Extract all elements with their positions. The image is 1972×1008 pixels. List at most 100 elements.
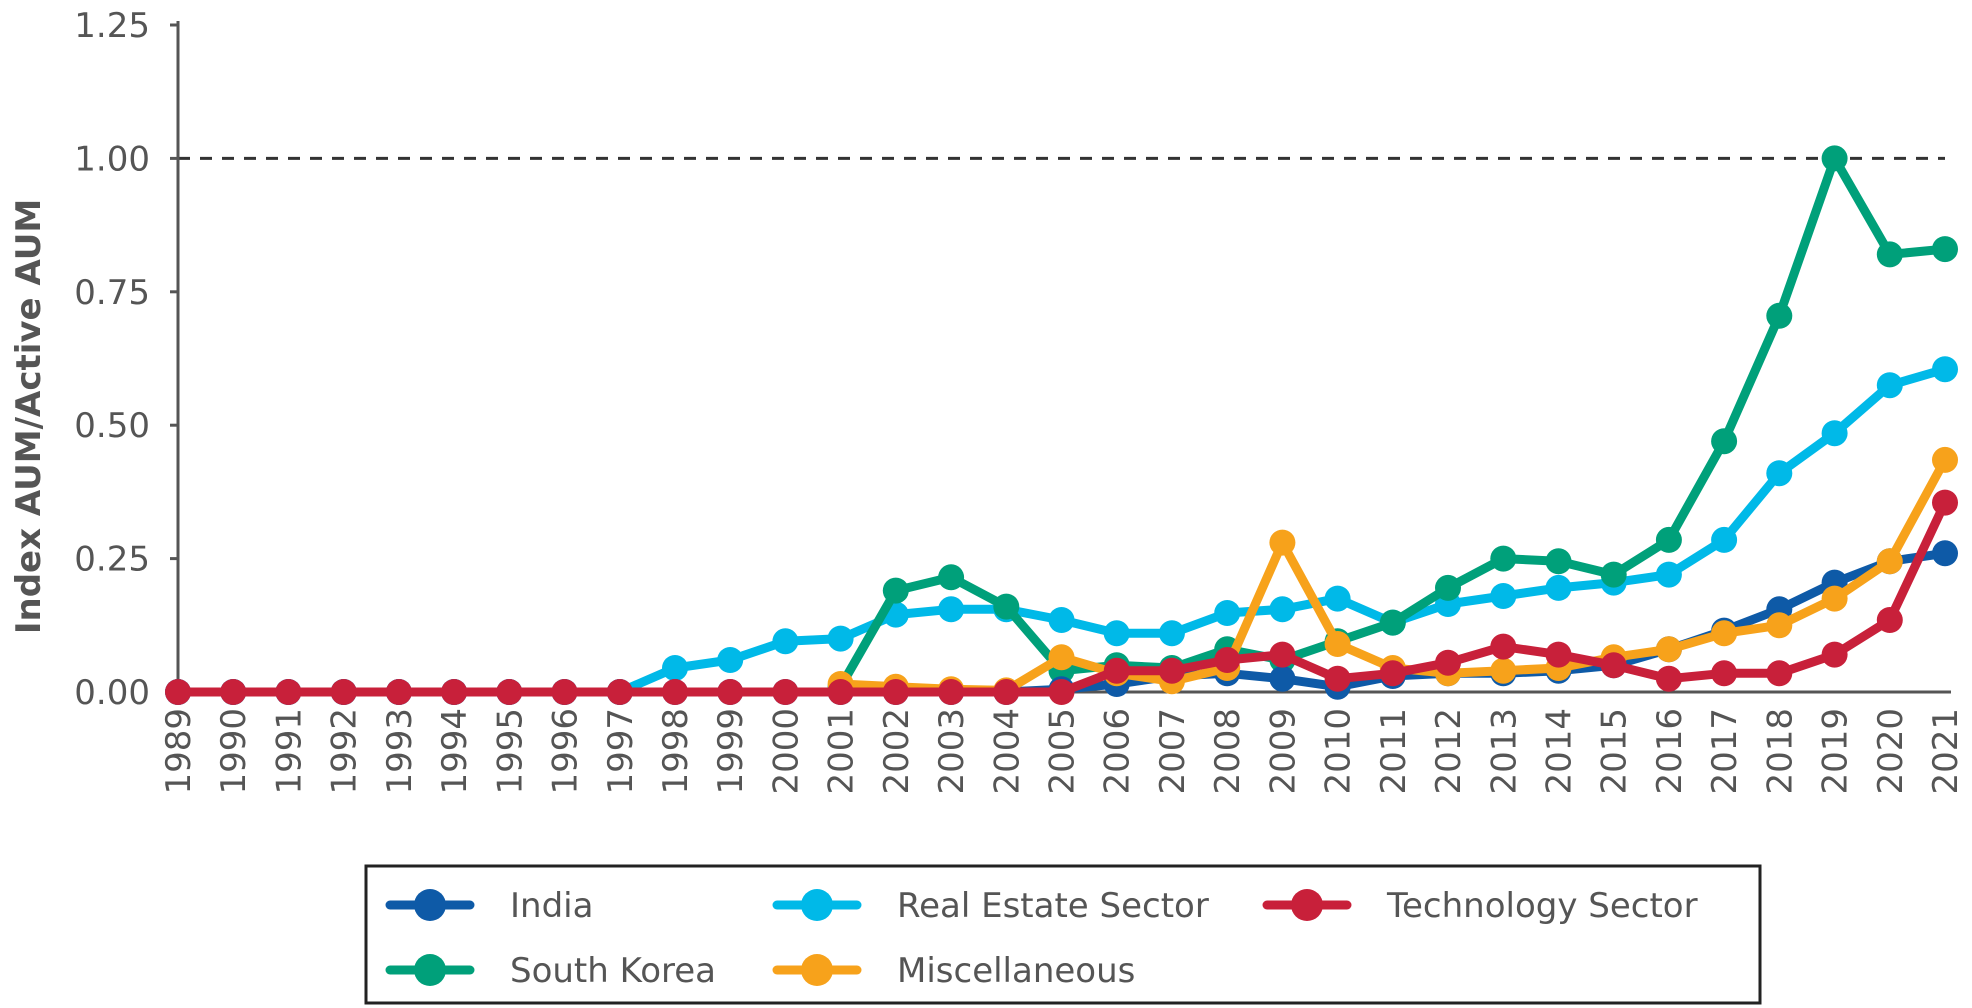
x-tick-label: 1992 [325,708,365,795]
x-tick-label: 2000 [766,708,806,795]
data-point-technology-sector [330,679,357,705]
x-tick-label: 2003 [932,708,972,795]
data-point-technology-sector [1600,652,1627,679]
data-point-real-estate-sector [1545,574,1572,601]
data-point-real-estate-sector [1214,600,1241,626]
data-point-technology-sector [717,679,744,705]
data-point-south-korea [1876,241,1903,268]
x-tick-label: 2006 [1098,708,1138,795]
data-point-technology-sector [496,679,523,705]
data-point-technology-sector [1324,665,1351,692]
data-point-technology-sector [1821,641,1848,668]
data-point-miscellaneous [1048,644,1075,671]
x-tick-label: 2020 [1871,708,1911,795]
data-point-miscellaneous [1876,548,1903,575]
data-point-technology-sector [1103,657,1130,684]
x-tick-label: 1995 [490,708,530,795]
x-tick-label: 1997 [601,708,641,795]
x-tick-label: 2004 [987,708,1027,795]
data-point-india [1932,540,1958,567]
y-tick-label: 0.00 [74,673,150,713]
data-point-south-korea [1711,428,1738,455]
legend-item-miscellaneous: Miscellaneous [772,951,1135,991]
x-tick-label: 2007 [1153,708,1193,795]
legend-label: Technology Sector [1386,886,1698,926]
legend-item-india: India [385,886,593,926]
data-point-real-estate-sector [1766,460,1793,487]
data-point-south-korea [938,564,965,591]
data-point-miscellaneous [1711,620,1738,647]
legend-label: India [510,886,593,926]
data-point-technology-sector [1876,607,1903,633]
data-point-south-korea [1932,236,1958,263]
legend-label: South Korea [510,951,716,991]
y-axis-title: Index AUM/Active AUM [9,199,49,634]
x-tick-label: 1999 [711,708,751,795]
x-tick-label: 2010 [1319,708,1359,795]
data-point-technology-sector [385,679,412,705]
data-point-real-estate-sector [938,596,965,623]
y-tick-label: 1.00 [74,139,150,179]
legend-swatch-marker [414,889,446,921]
axes [176,21,1951,694]
data-point-technology-sector [220,679,247,705]
data-point-real-estate-sector [1158,620,1185,647]
data-point-real-estate-sector [1103,620,1130,647]
data-point-south-korea [1379,609,1406,636]
data-point-real-estate-sector [772,628,799,655]
x-tick-label: 2015 [1595,708,1635,795]
x-tick-label: 2018 [1760,708,1800,795]
x-tick-label: 2021 [1926,708,1966,795]
data-point-technology-sector [1490,633,1517,660]
x-tick-label: 1989 [159,708,199,795]
legend: India Real Estate Sector Technology Sector… [364,864,1762,1005]
x-tick-label: 2011 [1374,708,1414,795]
data-point-miscellaneous [1324,631,1351,657]
data-point-real-estate-sector [1269,596,1296,623]
x-tick-labels: 1989 1990 1991 1992 1993 1994 1995 1996 1997 1998… [159,708,1966,795]
legend-swatch-marker [1291,889,1323,921]
x-tick-label: 2002 [877,708,917,795]
data-point-miscellaneous [1821,585,1848,612]
data-point-technology-sector [1048,679,1075,705]
x-tick-label: 1998 [656,708,696,795]
data-point-south-korea [1600,561,1627,588]
x-tick-label: 2019 [1816,708,1856,795]
data-point-real-estate-sector [1876,372,1903,399]
data-point-real-estate-sector [1821,420,1848,447]
x-tick-label: 1990 [214,708,254,795]
data-point-south-korea [1655,526,1682,553]
data-point-technology-sector [938,679,965,705]
data-point-miscellaneous [1766,612,1793,639]
data-point-south-korea [1821,145,1848,172]
legend-swatch-marker [414,954,446,986]
x-tick-label: 2009 [1263,708,1303,795]
x-tick-label: 1993 [380,708,420,795]
y-tick-label: 1.25 [74,6,150,46]
x-tick-label: 2005 [1043,708,1083,795]
data-point-technology-sector [882,679,909,705]
data-point-technology-sector [275,679,302,705]
y-tick-label: 0.25 [74,540,150,580]
data-point-south-korea [993,593,1020,620]
y-tick-label: 0.75 [74,273,150,313]
legend-swatch-marker [801,889,833,921]
data-point-technology-sector [827,679,854,705]
legend-item-real-estate-sector: Real Estate Sector [772,886,1209,926]
data-point-south-korea [1490,545,1517,572]
data-point-technology-sector [1379,660,1406,687]
legend-swatch-marker [801,954,833,986]
data-point-real-estate-sector [1932,356,1958,383]
data-point-technology-sector [1435,649,1461,676]
data-point-technology-sector [1655,665,1682,692]
y-tick-labels: 0.00 0.25 0.50 0.75 1.00 1.25 [74,6,178,713]
data-point-south-korea [1545,548,1572,575]
legend-label: Miscellaneous [897,951,1135,991]
data-point-technology-sector [441,679,468,705]
data-point-technology-sector [1269,641,1296,668]
data-point-real-estate-sector [827,625,854,652]
data-point-south-korea [882,577,909,604]
x-tick-label: 2014 [1539,708,1579,795]
x-tick-label: 1994 [435,708,475,795]
